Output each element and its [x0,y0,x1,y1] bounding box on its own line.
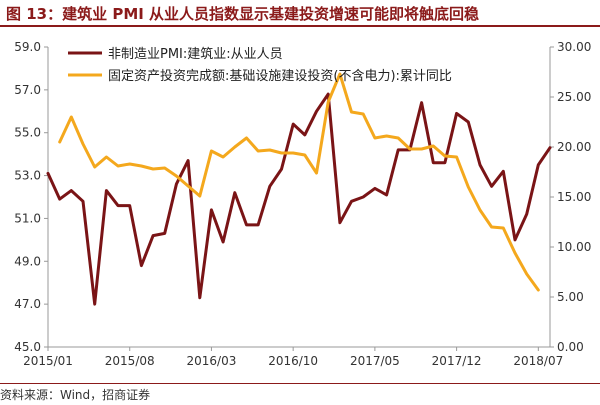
figure-title: 图 13：建筑业 PMI 从业人员指数显示基建投资增速可能即将触底回稳 [6,5,480,23]
y-right-tick-label: 0.00 [557,340,584,354]
y-left-tick-label: 47.0 [14,297,41,311]
x-tick-label: 2015/08 [105,354,155,368]
y-left-tick-label: 55.0 [14,126,41,140]
y-right-tick-label: 25.00 [557,90,591,104]
y-left-tick-label: 59.0 [14,40,41,54]
line-chart: 45.0 47.0 49.0 51.0 53.0 55.0 57.0 59.0 0.00 5.00… [14,40,591,368]
title-rule [0,25,600,27]
chart-area: 45.0 47.0 49.0 51.0 53.0 55.0 57.0 59.0 0.00 5.00… [0,27,600,382]
y-right-tick-label: 10.00 [557,240,591,254]
series-line-infra-investment [58,72,540,292]
legend-label: 非制造业PMI:建筑业:从业人员 [108,46,283,62]
legend-label: 固定资产投资完成额:基础设施建设投资(不含电力):累计同比 [108,68,452,84]
y-right-tick-label: 15.00 [557,190,591,204]
x-tick-label: 2017/12 [432,354,482,368]
x-tick-label: 2018/07 [513,354,563,368]
y-left-tick-label: 51.0 [14,211,41,225]
y-left-tick-label: 57.0 [14,83,41,97]
y-left-tick-label: 45.0 [14,340,41,354]
x-tick-label: 2015/01 [23,354,73,368]
y-right-tick-label: 30.00 [557,40,591,54]
y-right-tick-label: 20.00 [557,140,591,154]
x-tick-label: 2016/10 [268,354,318,368]
x-tick-label: 2017/05 [350,354,400,368]
x-tick-label: 2016/03 [187,354,237,368]
y-right-tick-label: 5.00 [557,290,584,304]
y-left-tick-label: 49.0 [14,254,41,268]
source-note: 资料来源：Wind，招商证券 [0,388,151,402]
figure-title-bar: 图 13：建筑业 PMI 从业人员指数显示基建投资增速可能即将触底回稳 [0,0,600,27]
series-line-pmi [46,92,552,306]
y-left-tick-label: 53.0 [14,169,41,183]
source-rule [0,383,600,384]
